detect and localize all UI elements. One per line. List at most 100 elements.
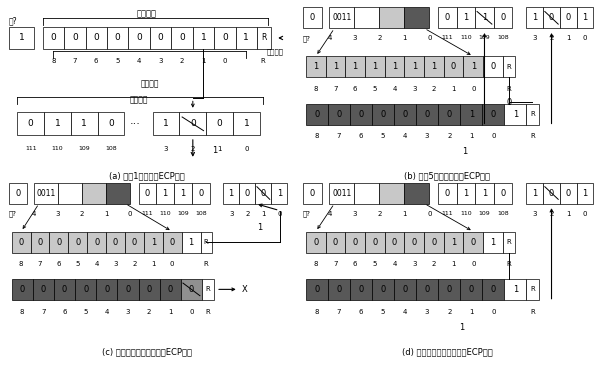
Text: 1: 1 — [244, 34, 249, 42]
Text: 3: 3 — [126, 309, 130, 315]
Text: 1: 1 — [313, 62, 319, 72]
Bar — [54, 279, 75, 300]
Text: 8: 8 — [51, 58, 56, 64]
Text: 110: 110 — [460, 211, 472, 215]
Text: 108: 108 — [105, 146, 117, 151]
Bar — [505, 279, 526, 300]
Text: 1: 1 — [19, 34, 25, 42]
Bar — [526, 279, 539, 300]
Text: 0: 0 — [566, 188, 571, 197]
Text: 8: 8 — [314, 134, 319, 139]
Bar — [96, 279, 118, 300]
Bar — [355, 7, 379, 28]
Text: 0: 0 — [469, 285, 474, 294]
Text: 1: 1 — [188, 238, 194, 247]
Text: 7: 7 — [333, 261, 338, 267]
Text: 1: 1 — [470, 62, 476, 72]
Text: 109: 109 — [479, 35, 490, 40]
Bar — [179, 112, 206, 135]
Text: 4: 4 — [327, 35, 332, 41]
Text: 2: 2 — [432, 86, 436, 92]
Text: 0: 0 — [451, 62, 456, 72]
Bar — [157, 182, 174, 204]
Bar — [463, 231, 483, 253]
Bar — [457, 7, 475, 28]
Text: 1: 1 — [482, 188, 487, 197]
Text: X: X — [241, 285, 247, 294]
Text: 6: 6 — [359, 309, 363, 315]
Bar — [144, 231, 163, 253]
Text: 0: 0 — [310, 188, 315, 197]
Text: 110: 110 — [460, 35, 472, 40]
Bar — [505, 104, 526, 125]
Text: 0: 0 — [72, 34, 77, 42]
Bar — [271, 182, 287, 204]
Text: 0: 0 — [392, 238, 397, 247]
Text: 2: 2 — [377, 211, 382, 216]
Bar — [543, 182, 560, 204]
Text: 0: 0 — [583, 35, 587, 41]
Bar — [475, 182, 494, 204]
Bar — [182, 231, 200, 253]
Text: 0: 0 — [167, 285, 173, 294]
Bar — [329, 7, 355, 28]
Text: 1: 1 — [451, 261, 456, 267]
Text: 0: 0 — [380, 285, 386, 294]
Text: 0: 0 — [549, 188, 554, 197]
Bar — [200, 231, 212, 253]
Text: 4: 4 — [403, 309, 407, 315]
Text: 0: 0 — [223, 58, 227, 64]
Text: 111: 111 — [442, 35, 453, 40]
Text: 0: 0 — [583, 211, 587, 216]
Text: 2: 2 — [191, 146, 195, 152]
Text: 0: 0 — [189, 309, 194, 315]
Text: 1: 1 — [566, 35, 571, 41]
Bar — [64, 27, 86, 49]
Bar — [34, 182, 58, 204]
Text: 0011: 0011 — [332, 13, 352, 22]
Text: 5: 5 — [76, 261, 80, 267]
Text: 3: 3 — [425, 309, 430, 315]
Text: 7: 7 — [38, 261, 42, 267]
Text: 0: 0 — [62, 285, 67, 294]
Text: 0: 0 — [37, 238, 43, 247]
Text: 1: 1 — [469, 134, 473, 139]
Bar — [416, 104, 438, 125]
Text: 1: 1 — [217, 146, 222, 152]
Text: 5: 5 — [381, 309, 385, 315]
Text: 7: 7 — [337, 309, 341, 315]
Text: 0: 0 — [128, 211, 133, 216]
Text: (d) 修正指针发生故障时的ECP方案: (d) 修正指针发生故障时的ECP方案 — [401, 347, 493, 356]
Bar — [303, 7, 322, 28]
Bar — [444, 231, 463, 253]
Text: 2: 2 — [377, 35, 382, 41]
Bar — [17, 112, 44, 135]
Bar — [71, 112, 98, 135]
Bar — [328, 104, 350, 125]
Bar — [438, 182, 457, 204]
Text: 0: 0 — [198, 188, 203, 197]
Text: 6: 6 — [62, 309, 67, 315]
Text: 1: 1 — [482, 13, 487, 22]
Text: 111: 111 — [442, 211, 453, 215]
Text: 3: 3 — [352, 211, 356, 216]
Bar — [233, 112, 260, 135]
Text: 2: 2 — [550, 35, 554, 41]
Text: 0: 0 — [446, 110, 452, 119]
Text: R: R — [506, 64, 511, 70]
Bar — [255, 182, 271, 204]
Bar — [125, 231, 144, 253]
Text: 4: 4 — [94, 261, 99, 267]
Bar — [438, 279, 460, 300]
Text: 0: 0 — [125, 285, 131, 294]
Text: 修订入口: 修订入口 — [137, 9, 157, 18]
Text: 3: 3 — [164, 146, 168, 152]
Text: 1: 1 — [402, 35, 407, 41]
Text: 数据单元: 数据单元 — [129, 95, 148, 104]
Bar — [457, 182, 475, 204]
Text: 满?: 满? — [303, 35, 311, 42]
Text: R: R — [261, 34, 266, 42]
Bar — [394, 279, 416, 300]
Bar — [49, 231, 68, 253]
Text: 111: 111 — [25, 146, 37, 151]
